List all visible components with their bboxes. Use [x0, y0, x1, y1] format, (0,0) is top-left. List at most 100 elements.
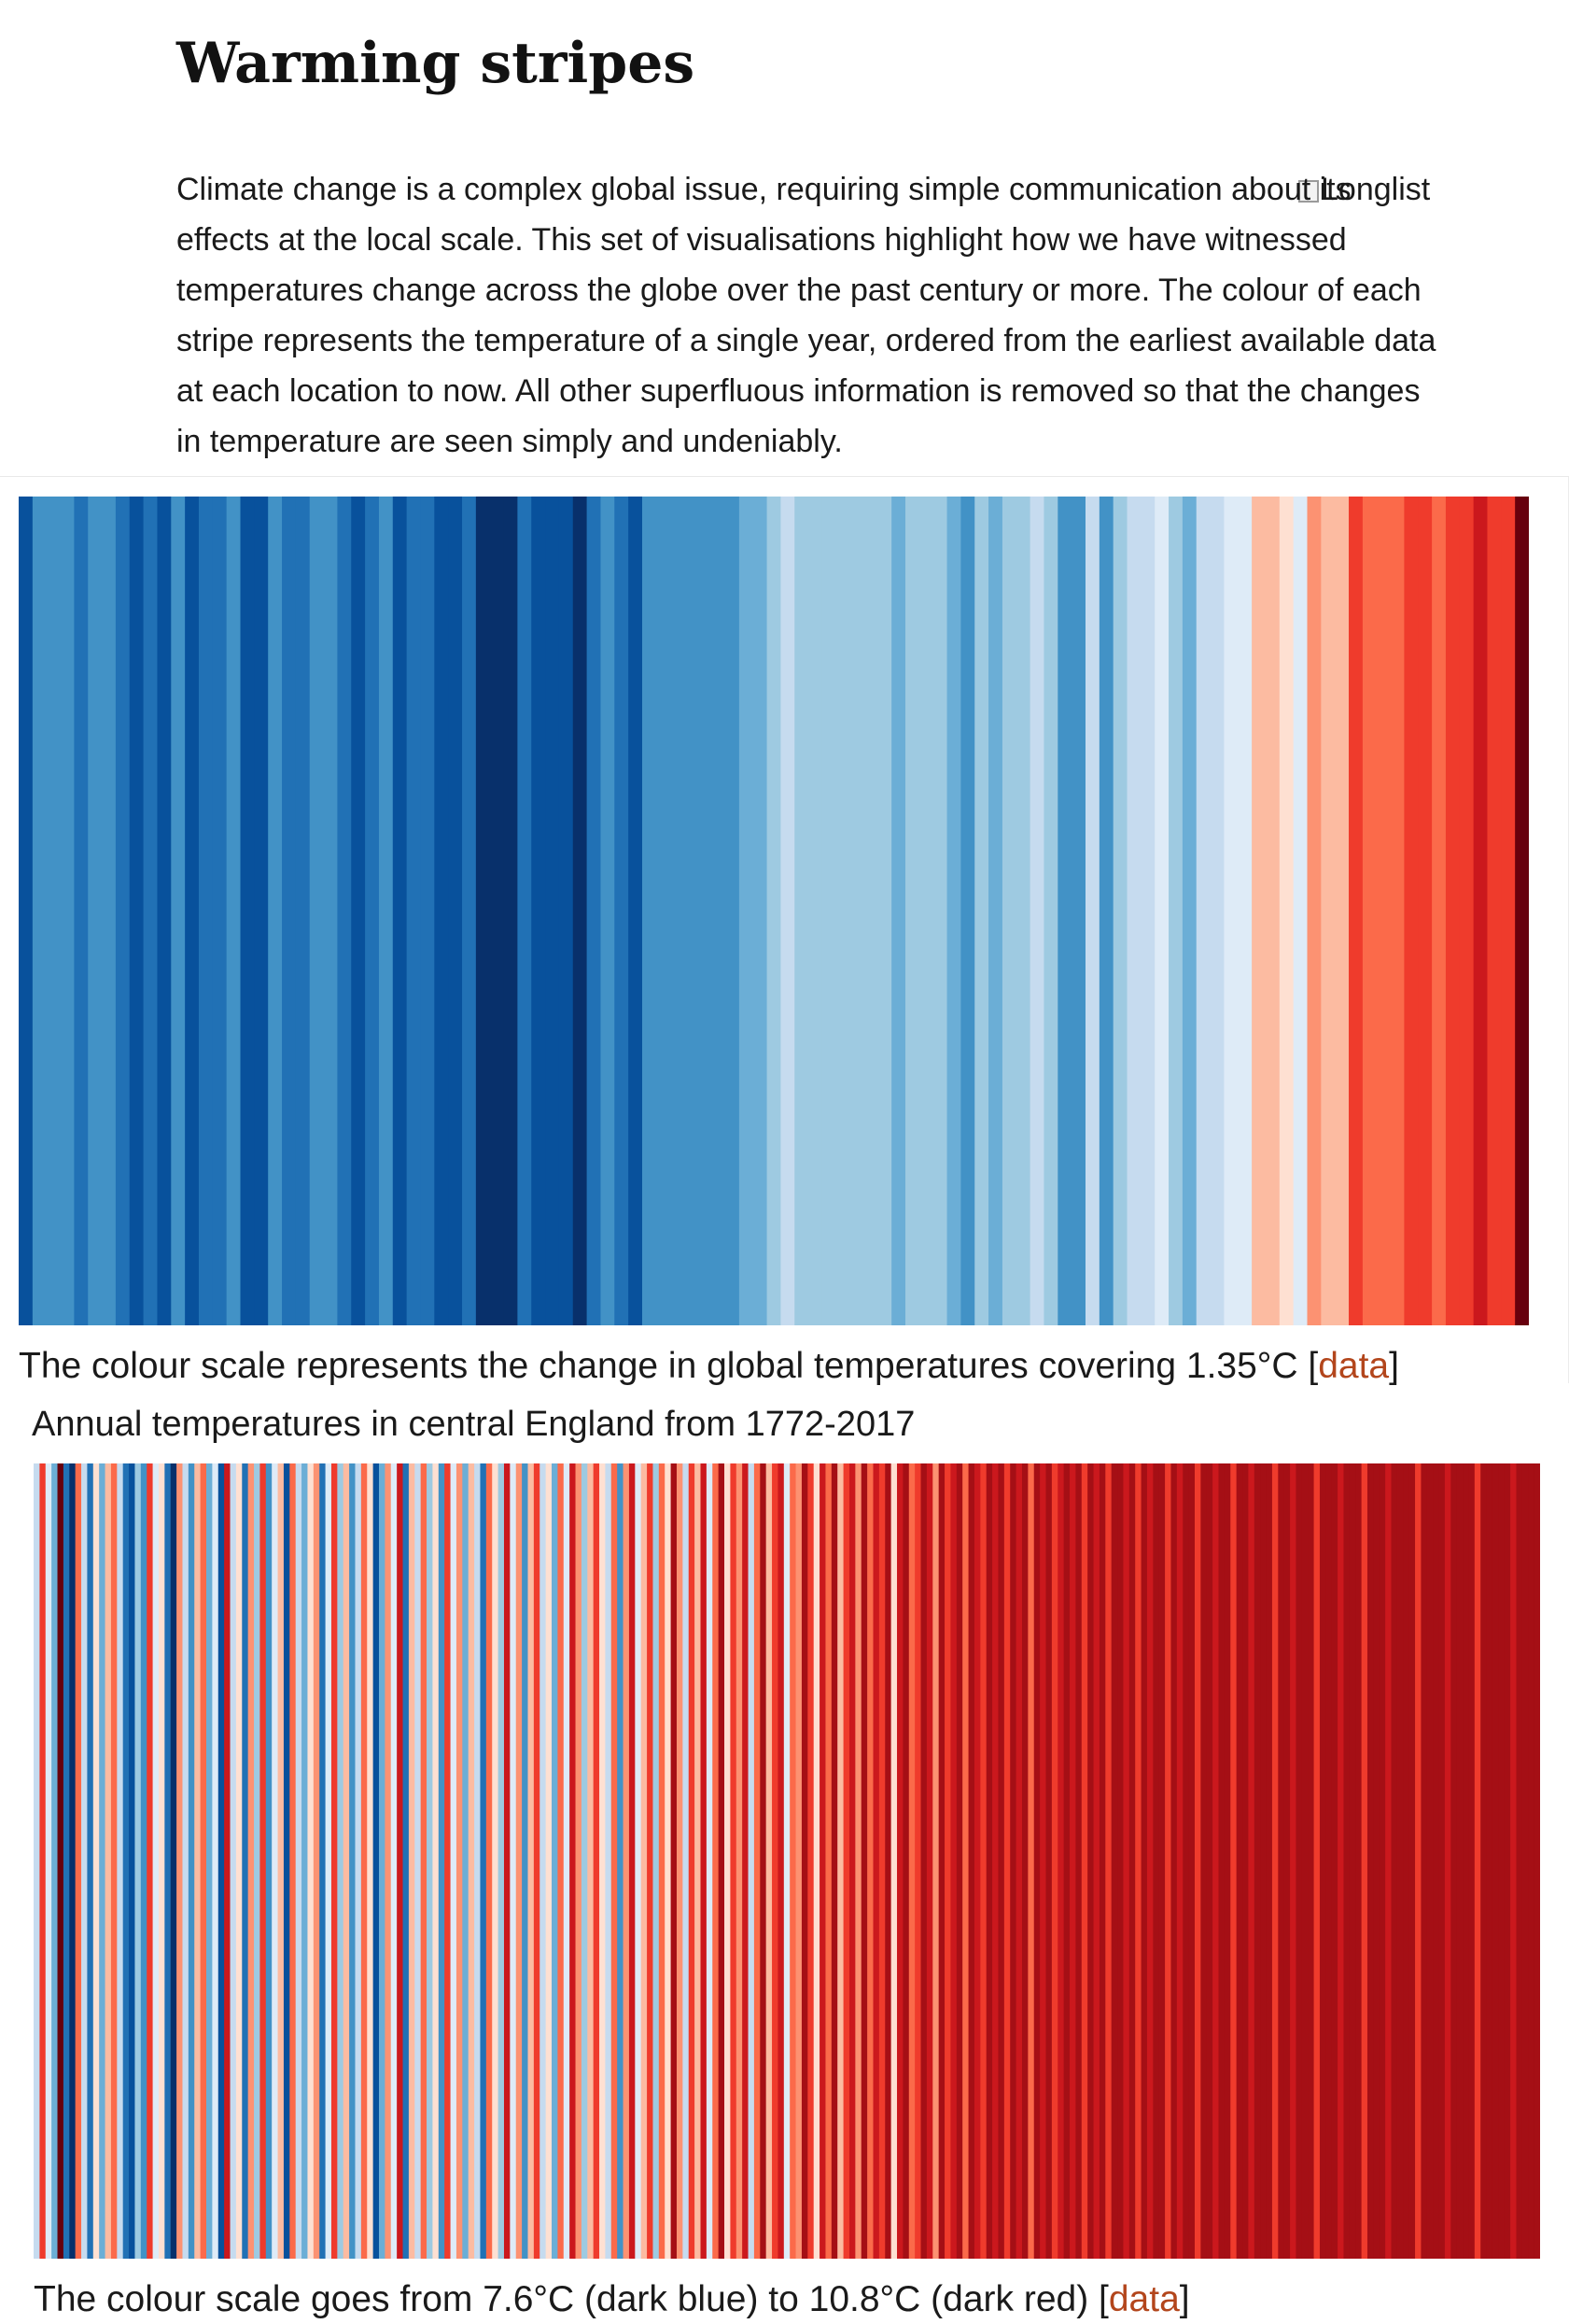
cet-stripe: [117, 1463, 124, 2259]
cet-stripe: [1283, 1463, 1291, 2259]
cet-stripe: [635, 1463, 642, 2259]
global-stripe: [1224, 497, 1239, 1325]
cet-stripe: [1349, 1463, 1356, 2259]
global-stripe: [309, 497, 325, 1325]
cet-stripe: [397, 1463, 404, 2259]
cet-stripe: [129, 1463, 136, 2259]
global-stripe: [157, 497, 172, 1325]
cet-stripe: [1212, 1463, 1220, 2259]
cet-stripe: [742, 1463, 749, 2259]
cet-stripe: [1343, 1463, 1351, 2259]
cet-stripe: [599, 1463, 607, 2259]
global-stripe: [226, 497, 242, 1325]
cet-stripe: [1271, 1463, 1279, 2259]
global-warming-stripes-chart: [19, 497, 1529, 1325]
global-stripe: [1238, 497, 1253, 1325]
cet-stripe: [432, 1463, 440, 2259]
global-stripe: [60, 497, 75, 1325]
global-stripe: [752, 497, 768, 1325]
global-stripe: [143, 497, 159, 1325]
global-stripe: [129, 497, 145, 1325]
cet-stripe: [563, 1463, 570, 2259]
cet-stripe: [1194, 1463, 1201, 2259]
global-stripe: [1473, 497, 1489, 1325]
global-stripe: [946, 497, 961, 1325]
global-stripe: [1293, 497, 1309, 1325]
global-stripe: [337, 497, 352, 1325]
cet-stripe: [1146, 1463, 1154, 2259]
cet-stripe: [610, 1463, 618, 2259]
cet-stripe: [1063, 1463, 1071, 2259]
global-stripe: [1335, 497, 1350, 1325]
global-stripe: [1002, 497, 1017, 1325]
global-stripe: [1459, 497, 1475, 1325]
cet-stripe: [980, 1463, 988, 2259]
global-stripe: [863, 497, 878, 1325]
cet-stripe: [1385, 1463, 1393, 2259]
cet-stripe: [1331, 1463, 1338, 2259]
global-stripe: [974, 497, 989, 1325]
global-stripe: [766, 497, 782, 1325]
cet-stripe: [81, 1463, 89, 2259]
global-stripe: [365, 497, 380, 1325]
cet-data-link[interactable]: data: [1108, 2279, 1180, 2319]
global-stripe: [475, 497, 491, 1325]
cet-stripe: [289, 1463, 297, 2259]
global-stripe: [531, 497, 546, 1325]
cet-stripe: [427, 1463, 434, 2259]
cet-stripe: [1165, 1463, 1172, 2259]
cet-stripe: [665, 1463, 672, 2259]
cet-stripe: [1099, 1463, 1106, 2259]
cet-stripe: [777, 1463, 785, 2259]
global-stripe: [1252, 497, 1267, 1325]
cet-stripe: [1510, 1463, 1518, 2259]
cet-stripe: [1176, 1463, 1184, 2259]
global-stripe: [1085, 497, 1100, 1325]
global-stripe: [171, 497, 186, 1325]
global-stripe: [628, 497, 643, 1325]
cet-stripe: [539, 1463, 547, 2259]
global-stripe: [517, 497, 532, 1325]
cet-stripe: [1468, 1463, 1476, 2259]
cet-stripe: [1325, 1463, 1333, 2259]
cet-stripe: [325, 1463, 332, 2259]
cet-stripe: [265, 1463, 273, 2259]
cet-stripe: [712, 1463, 720, 2259]
global-stripe: [378, 497, 394, 1325]
global-stripe: [960, 497, 975, 1325]
cet-stripe: [735, 1463, 743, 2259]
global-stripe: [1501, 497, 1516, 1325]
global-stripe: [794, 497, 809, 1325]
global-stripe: [669, 497, 685, 1325]
cet-stripe: [480, 1463, 487, 2259]
cet-stripe: [682, 1463, 690, 2259]
cet-stripe: [1521, 1463, 1529, 2259]
cet-stripe: [831, 1463, 838, 2259]
cet-stripe: [890, 1463, 898, 2259]
global-stripe: [877, 497, 892, 1325]
global-stripe: [641, 497, 657, 1325]
cet-stripe: [1075, 1463, 1083, 2259]
global-stripe: [988, 497, 1003, 1325]
global-data-link[interactable]: data: [1318, 1346, 1390, 1386]
cet-stripe: [1433, 1463, 1440, 2259]
cet-stripe: [295, 1463, 302, 2259]
cet-stripe: [950, 1463, 958, 2259]
cet-stripe: [1463, 1463, 1470, 2259]
cet-stripe: [390, 1463, 398, 2259]
global-stripe: [1030, 497, 1045, 1325]
cet-stripe: [1338, 1463, 1345, 2259]
cet-stripe: [670, 1463, 678, 2259]
cet-stripe: [848, 1463, 856, 2259]
cet-stripe: [455, 1463, 463, 2259]
cet-stripe: [807, 1463, 815, 2259]
cet-stripe: [468, 1463, 475, 2259]
cet-stripe: [968, 1463, 975, 2259]
cet-stripe: [170, 1463, 177, 2259]
cet-stripe: [152, 1463, 160, 2259]
cet-stripe: [956, 1463, 963, 2259]
cet-stripe: [938, 1463, 946, 2259]
cet-stripe: [652, 1463, 660, 2259]
global-stripe: [1432, 497, 1447, 1325]
cet-stripe: [438, 1463, 445, 2259]
